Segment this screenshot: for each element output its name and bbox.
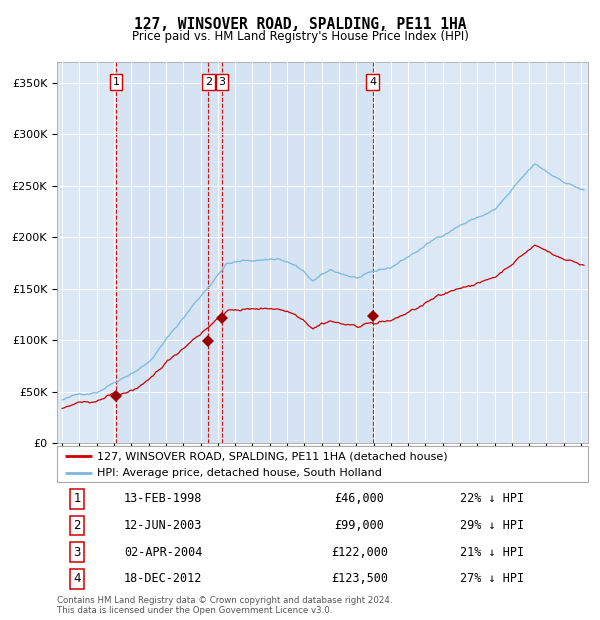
Text: 2: 2 (205, 78, 212, 87)
Text: £122,000: £122,000 (331, 546, 388, 559)
Text: 3: 3 (218, 78, 226, 87)
Text: 02-APR-2004: 02-APR-2004 (124, 546, 202, 559)
Text: 127, WINSOVER ROAD, SPALDING, PE11 1HA: 127, WINSOVER ROAD, SPALDING, PE11 1HA (134, 17, 466, 32)
Text: 22% ↓ HPI: 22% ↓ HPI (460, 492, 524, 505)
Bar (222, 62, 373, 443)
Text: 27% ↓ HPI: 27% ↓ HPI (460, 572, 524, 585)
Text: Contains HM Land Registry data © Crown copyright and database right 2024.: Contains HM Land Registry data © Crown c… (57, 596, 392, 606)
Text: This data is licensed under the Open Government Licence v3.0.: This data is licensed under the Open Gov… (57, 606, 332, 616)
Text: 2: 2 (73, 519, 81, 532)
Text: 12-JUN-2003: 12-JUN-2003 (124, 519, 202, 532)
Text: £123,500: £123,500 (331, 572, 388, 585)
Text: HPI: Average price, detached house, South Holland: HPI: Average price, detached house, Sout… (97, 467, 382, 477)
Bar (208, 62, 222, 443)
Text: 13-FEB-1998: 13-FEB-1998 (124, 492, 202, 505)
Text: 21% ↓ HPI: 21% ↓ HPI (460, 546, 524, 559)
Text: £46,000: £46,000 (335, 492, 385, 505)
Text: 29% ↓ HPI: 29% ↓ HPI (460, 519, 524, 532)
Text: 1: 1 (73, 492, 81, 505)
Text: 4: 4 (369, 78, 376, 87)
Bar (116, 62, 208, 443)
FancyBboxPatch shape (57, 446, 588, 482)
Text: £99,000: £99,000 (335, 519, 385, 532)
Text: 4: 4 (73, 572, 81, 585)
Text: 1: 1 (113, 78, 119, 87)
Text: 127, WINSOVER ROAD, SPALDING, PE11 1HA (detached house): 127, WINSOVER ROAD, SPALDING, PE11 1HA (… (97, 451, 448, 461)
Text: 18-DEC-2012: 18-DEC-2012 (124, 572, 202, 585)
Text: Price paid vs. HM Land Registry's House Price Index (HPI): Price paid vs. HM Land Registry's House … (131, 30, 469, 43)
Text: 3: 3 (73, 546, 81, 559)
